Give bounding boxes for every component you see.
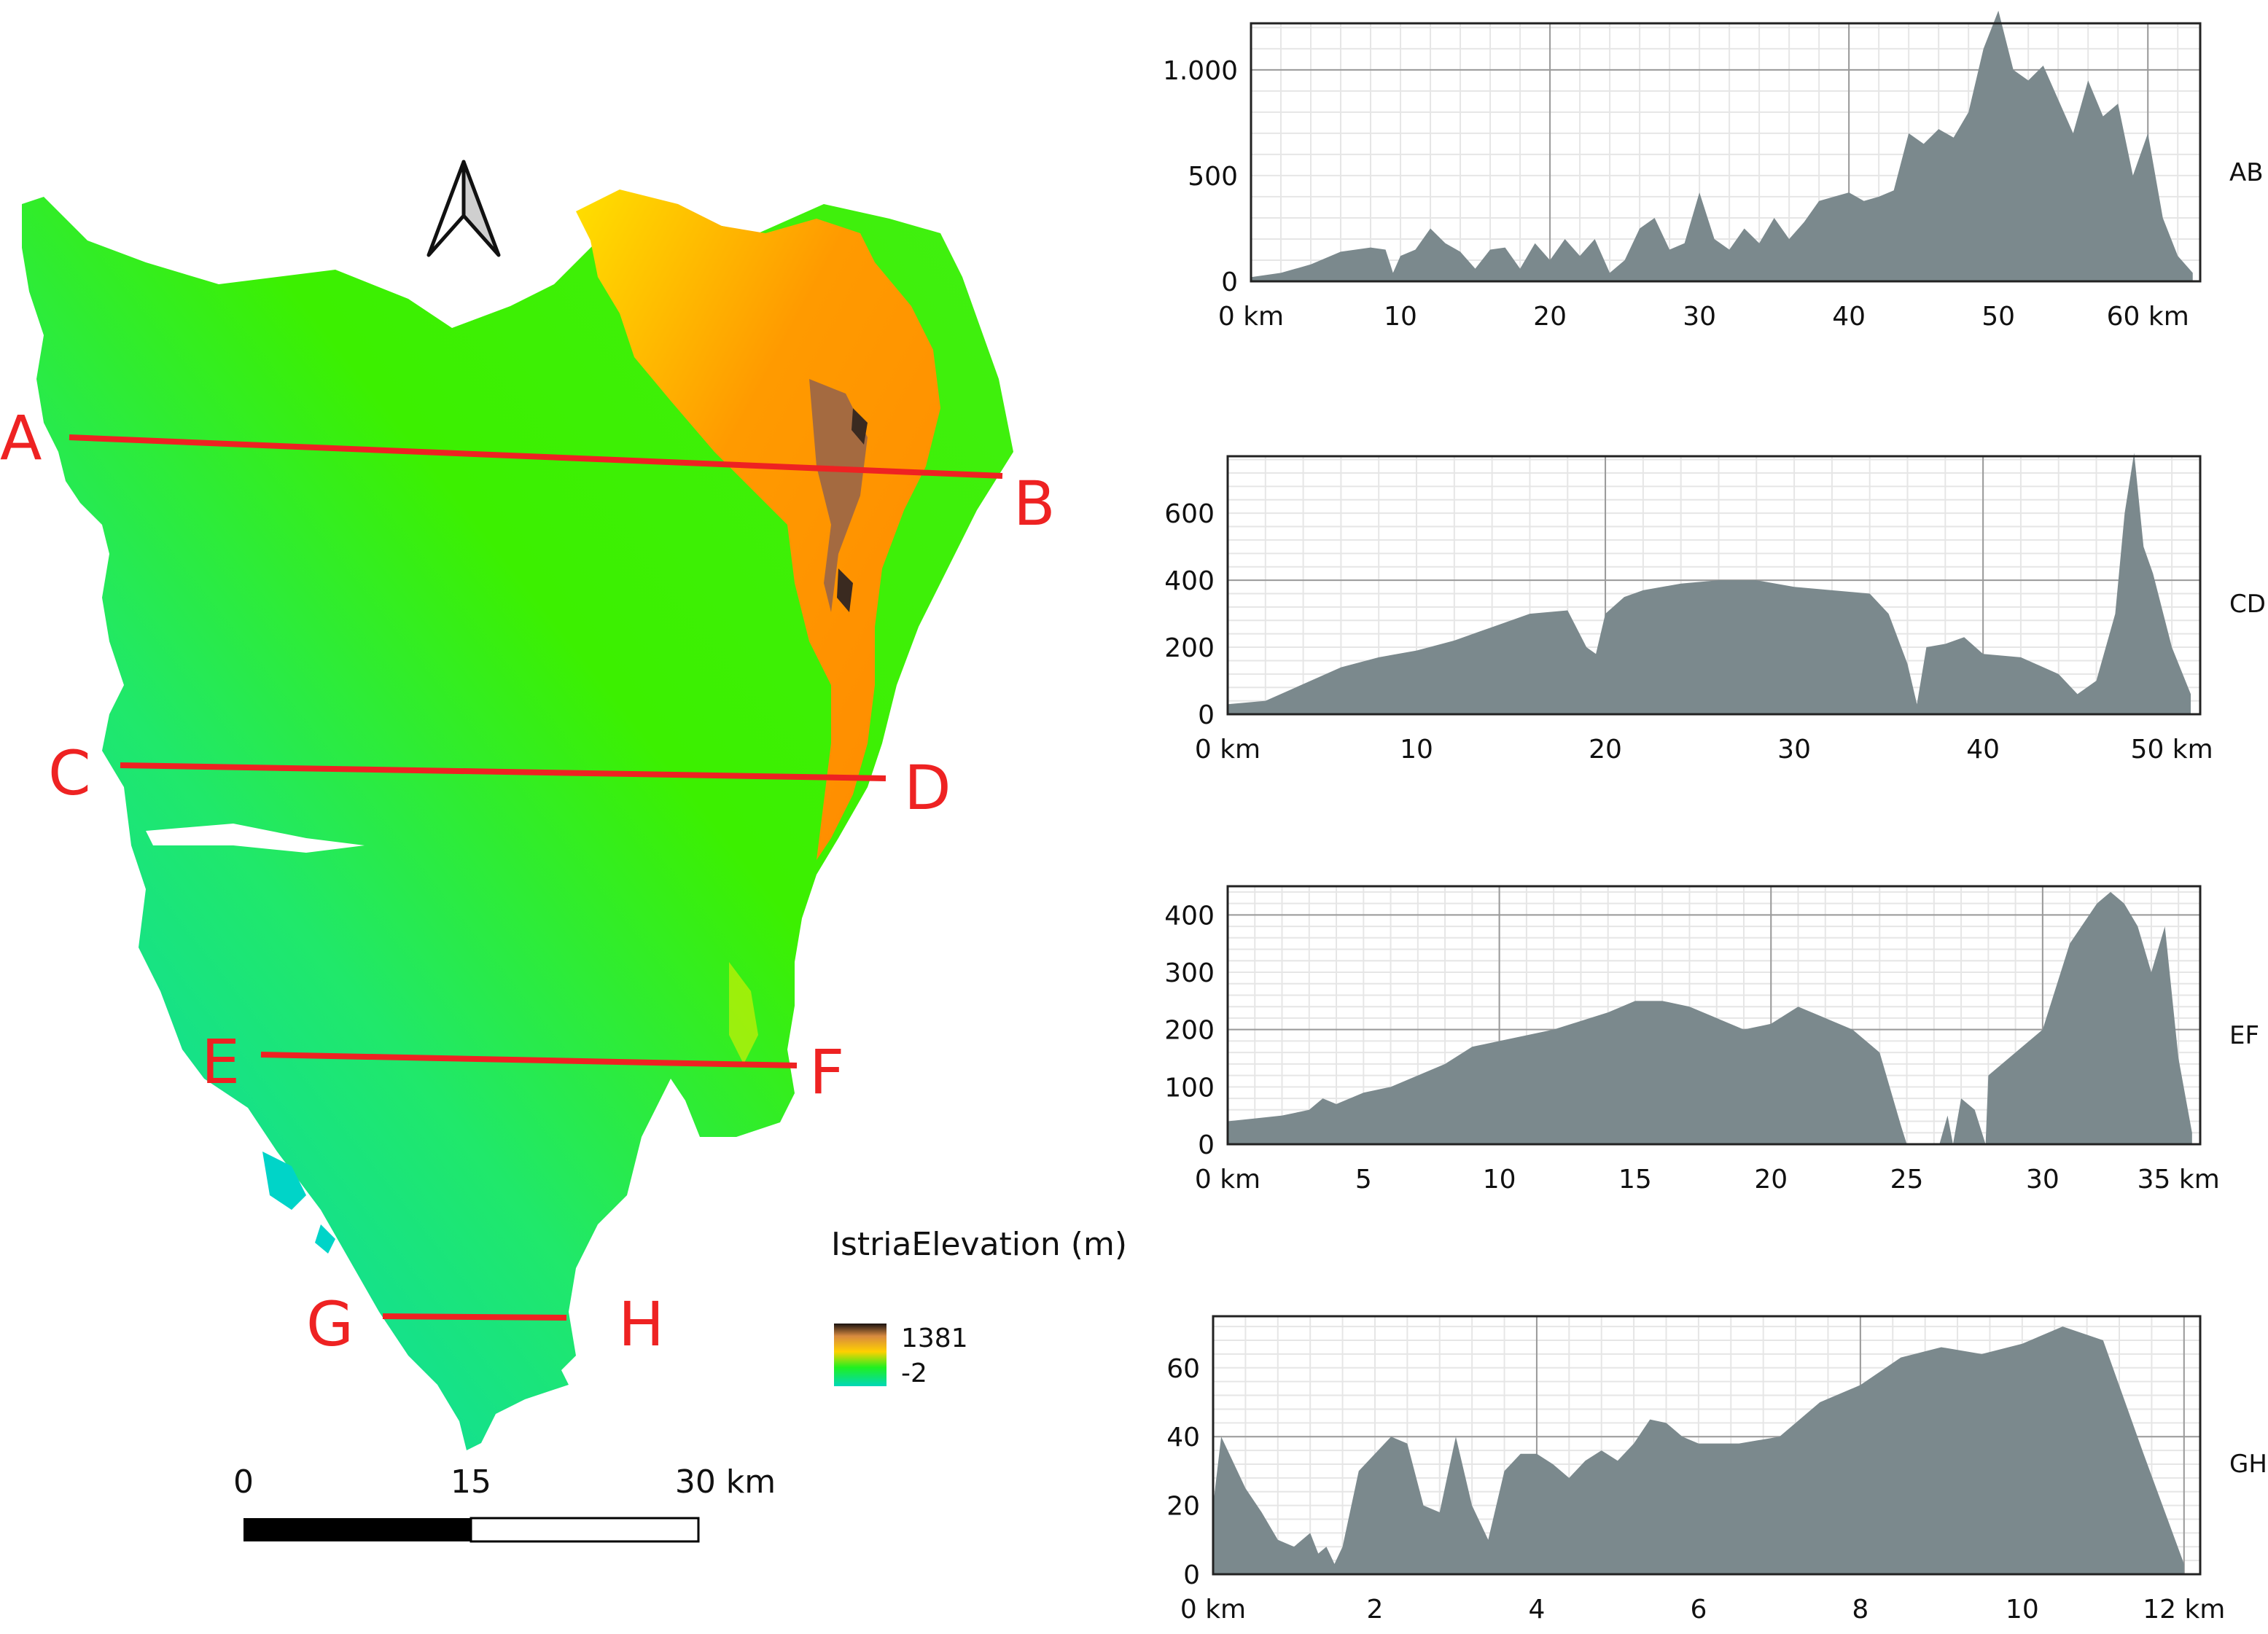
plot-frame-ef: [1226, 885, 2202, 1146]
lim-channel: [146, 824, 365, 853]
scale-label-0: 0: [233, 1463, 254, 1501]
x-tick-label: 20: [1589, 735, 1622, 765]
x-tick-label: 0 km: [1180, 1595, 1246, 1625]
x-tick-label: 0 km: [1195, 735, 1260, 765]
x-tick-label: 15: [1618, 1165, 1652, 1195]
y-tick-label: 0: [1183, 1560, 1200, 1590]
section-label-a: A: [0, 402, 42, 474]
elevation-area-cd: [1228, 453, 2191, 714]
y-tick-label: 400: [1164, 566, 1215, 596]
x-tick-label: 40: [1832, 302, 1866, 332]
section-label-f: F: [809, 1036, 844, 1108]
profile-chart-gh: 0 km 2 4 6 8 10 12 km 0 20 40 60 GH: [1166, 1315, 2267, 1625]
profile-name-cd: CD: [2229, 590, 2266, 619]
profile-name-gh: GH: [2229, 1450, 2267, 1479]
section-label-h: H: [618, 1289, 664, 1360]
y-tick-label: 100: [1164, 1073, 1215, 1103]
legend-min-label: -2: [901, 1359, 927, 1388]
mountain-peak-1: [852, 408, 868, 445]
section-label-e: E: [201, 1026, 240, 1098]
legend-color-ramp: [834, 1324, 886, 1386]
profile-chart-ef: 0 km 5 10 15 20 25 30 35 km 0 100 200 300 400 EF: [1164, 885, 2259, 1195]
x-tick-label: 8: [1852, 1595, 1868, 1625]
section-line-ef: [260, 1052, 798, 1068]
y-tick-label: 0: [1221, 267, 1238, 297]
y-tick-label: 20: [1166, 1492, 1200, 1522]
elevation-area-ef: [1228, 891, 2192, 1144]
scale-bar-black-segment: [243, 1518, 471, 1541]
scale-label-15: 15: [451, 1463, 491, 1501]
y-tick-label: 500: [1188, 162, 1238, 192]
y-tick-label: 200: [1164, 633, 1215, 663]
north-arrow-icon: [426, 160, 501, 257]
x-tick-label: 10: [1483, 1165, 1516, 1195]
mountain-peak-2: [837, 568, 853, 612]
elevation-area-ab: [1251, 10, 2193, 282]
x-tick-label: 30: [1777, 735, 1811, 765]
profile-chart-ab: 0 km 10 20 30 40 50 60 km 0 500 1.000 AB: [1163, 10, 2264, 332]
y-tick-label: 300: [1164, 958, 1215, 988]
section-label-d: D: [904, 752, 951, 824]
x-tick-label: 50: [1981, 302, 2015, 332]
x-tick-label: 60 km: [2107, 302, 2189, 332]
x-tick-label: 25: [1890, 1165, 1924, 1195]
x-tick-label: 30: [2026, 1165, 2059, 1195]
profile-name-ab: AB: [2229, 158, 2264, 187]
x-tick-label: 20: [1533, 302, 1567, 332]
y-tick-label: 200: [1164, 1016, 1215, 1046]
mountain-dark-core: [809, 379, 868, 612]
y-tick-label: 400: [1164, 901, 1215, 931]
x-tick-label: 5: [1355, 1165, 1372, 1195]
legend: IstriaElevation (m) 1381 -2: [831, 1226, 1127, 1388]
small-island: [315, 1224, 335, 1254]
profile-name-ef: EF: [2229, 1021, 2259, 1050]
peninsula-shape: [22, 197, 1013, 1450]
plot-frame-ab: [1250, 22, 2202, 283]
x-tick-label: 10: [1384, 302, 1417, 332]
profile-chart-cd: 0 km 10 20 30 40 50 km 0 200 400 600 CD: [1164, 453, 2266, 765]
x-tick-label: 4: [1528, 1595, 1545, 1625]
x-tick-label: 50 km: [2131, 735, 2213, 765]
x-tick-label: 35 km: [2138, 1165, 2220, 1195]
x-tick-label: 40: [1966, 735, 2000, 765]
highland-yellow: [729, 962, 758, 1064]
y-tick-label: 60: [1166, 1354, 1200, 1384]
section-label-c: C: [48, 738, 91, 809]
scale-label-30: 30 km: [675, 1463, 776, 1501]
section-line-cd: [120, 762, 886, 781]
section-line-ab: [69, 434, 1003, 479]
x-tick-label: 10: [1400, 735, 1433, 765]
section-line-gh: [382, 1313, 567, 1321]
legend-title: IstriaElevation (m): [831, 1226, 1127, 1263]
x-tick-label: 0 km: [1218, 302, 1284, 332]
y-tick-label: 0: [1198, 1130, 1215, 1160]
y-tick-label: 40: [1166, 1423, 1200, 1453]
plot-frame-cd: [1226, 455, 2202, 716]
mountain-range: [576, 189, 940, 860]
x-tick-label: 6: [1690, 1595, 1707, 1625]
x-tick-label: 2: [1367, 1595, 1384, 1625]
scale-bar: 0 15 30 km: [233, 1463, 776, 1543]
scale-bar-white-segment: [469, 1517, 700, 1543]
elevation-map: A B C D E F G H 0 15 30 km IstriaElevati…: [0, 160, 1127, 1543]
x-tick-label: 10: [2006, 1595, 2039, 1625]
brijuni-islands: [262, 1152, 306, 1210]
legend-max-label: 1381: [901, 1324, 968, 1353]
elevation-area-gh: [1213, 1326, 2184, 1574]
x-tick-label: 30: [1683, 302, 1716, 332]
x-tick-label: 20: [1754, 1165, 1788, 1195]
y-tick-label: 600: [1164, 499, 1215, 529]
x-tick-label: 0 km: [1195, 1165, 1260, 1195]
x-tick-label: 12 km: [2143, 1595, 2225, 1625]
section-label-g: G: [306, 1289, 354, 1360]
y-tick-label: 1.000: [1163, 56, 1238, 86]
section-label-b: B: [1013, 468, 1056, 539]
y-tick-label: 0: [1198, 700, 1215, 730]
plot-frame-gh: [1212, 1315, 2202, 1576]
